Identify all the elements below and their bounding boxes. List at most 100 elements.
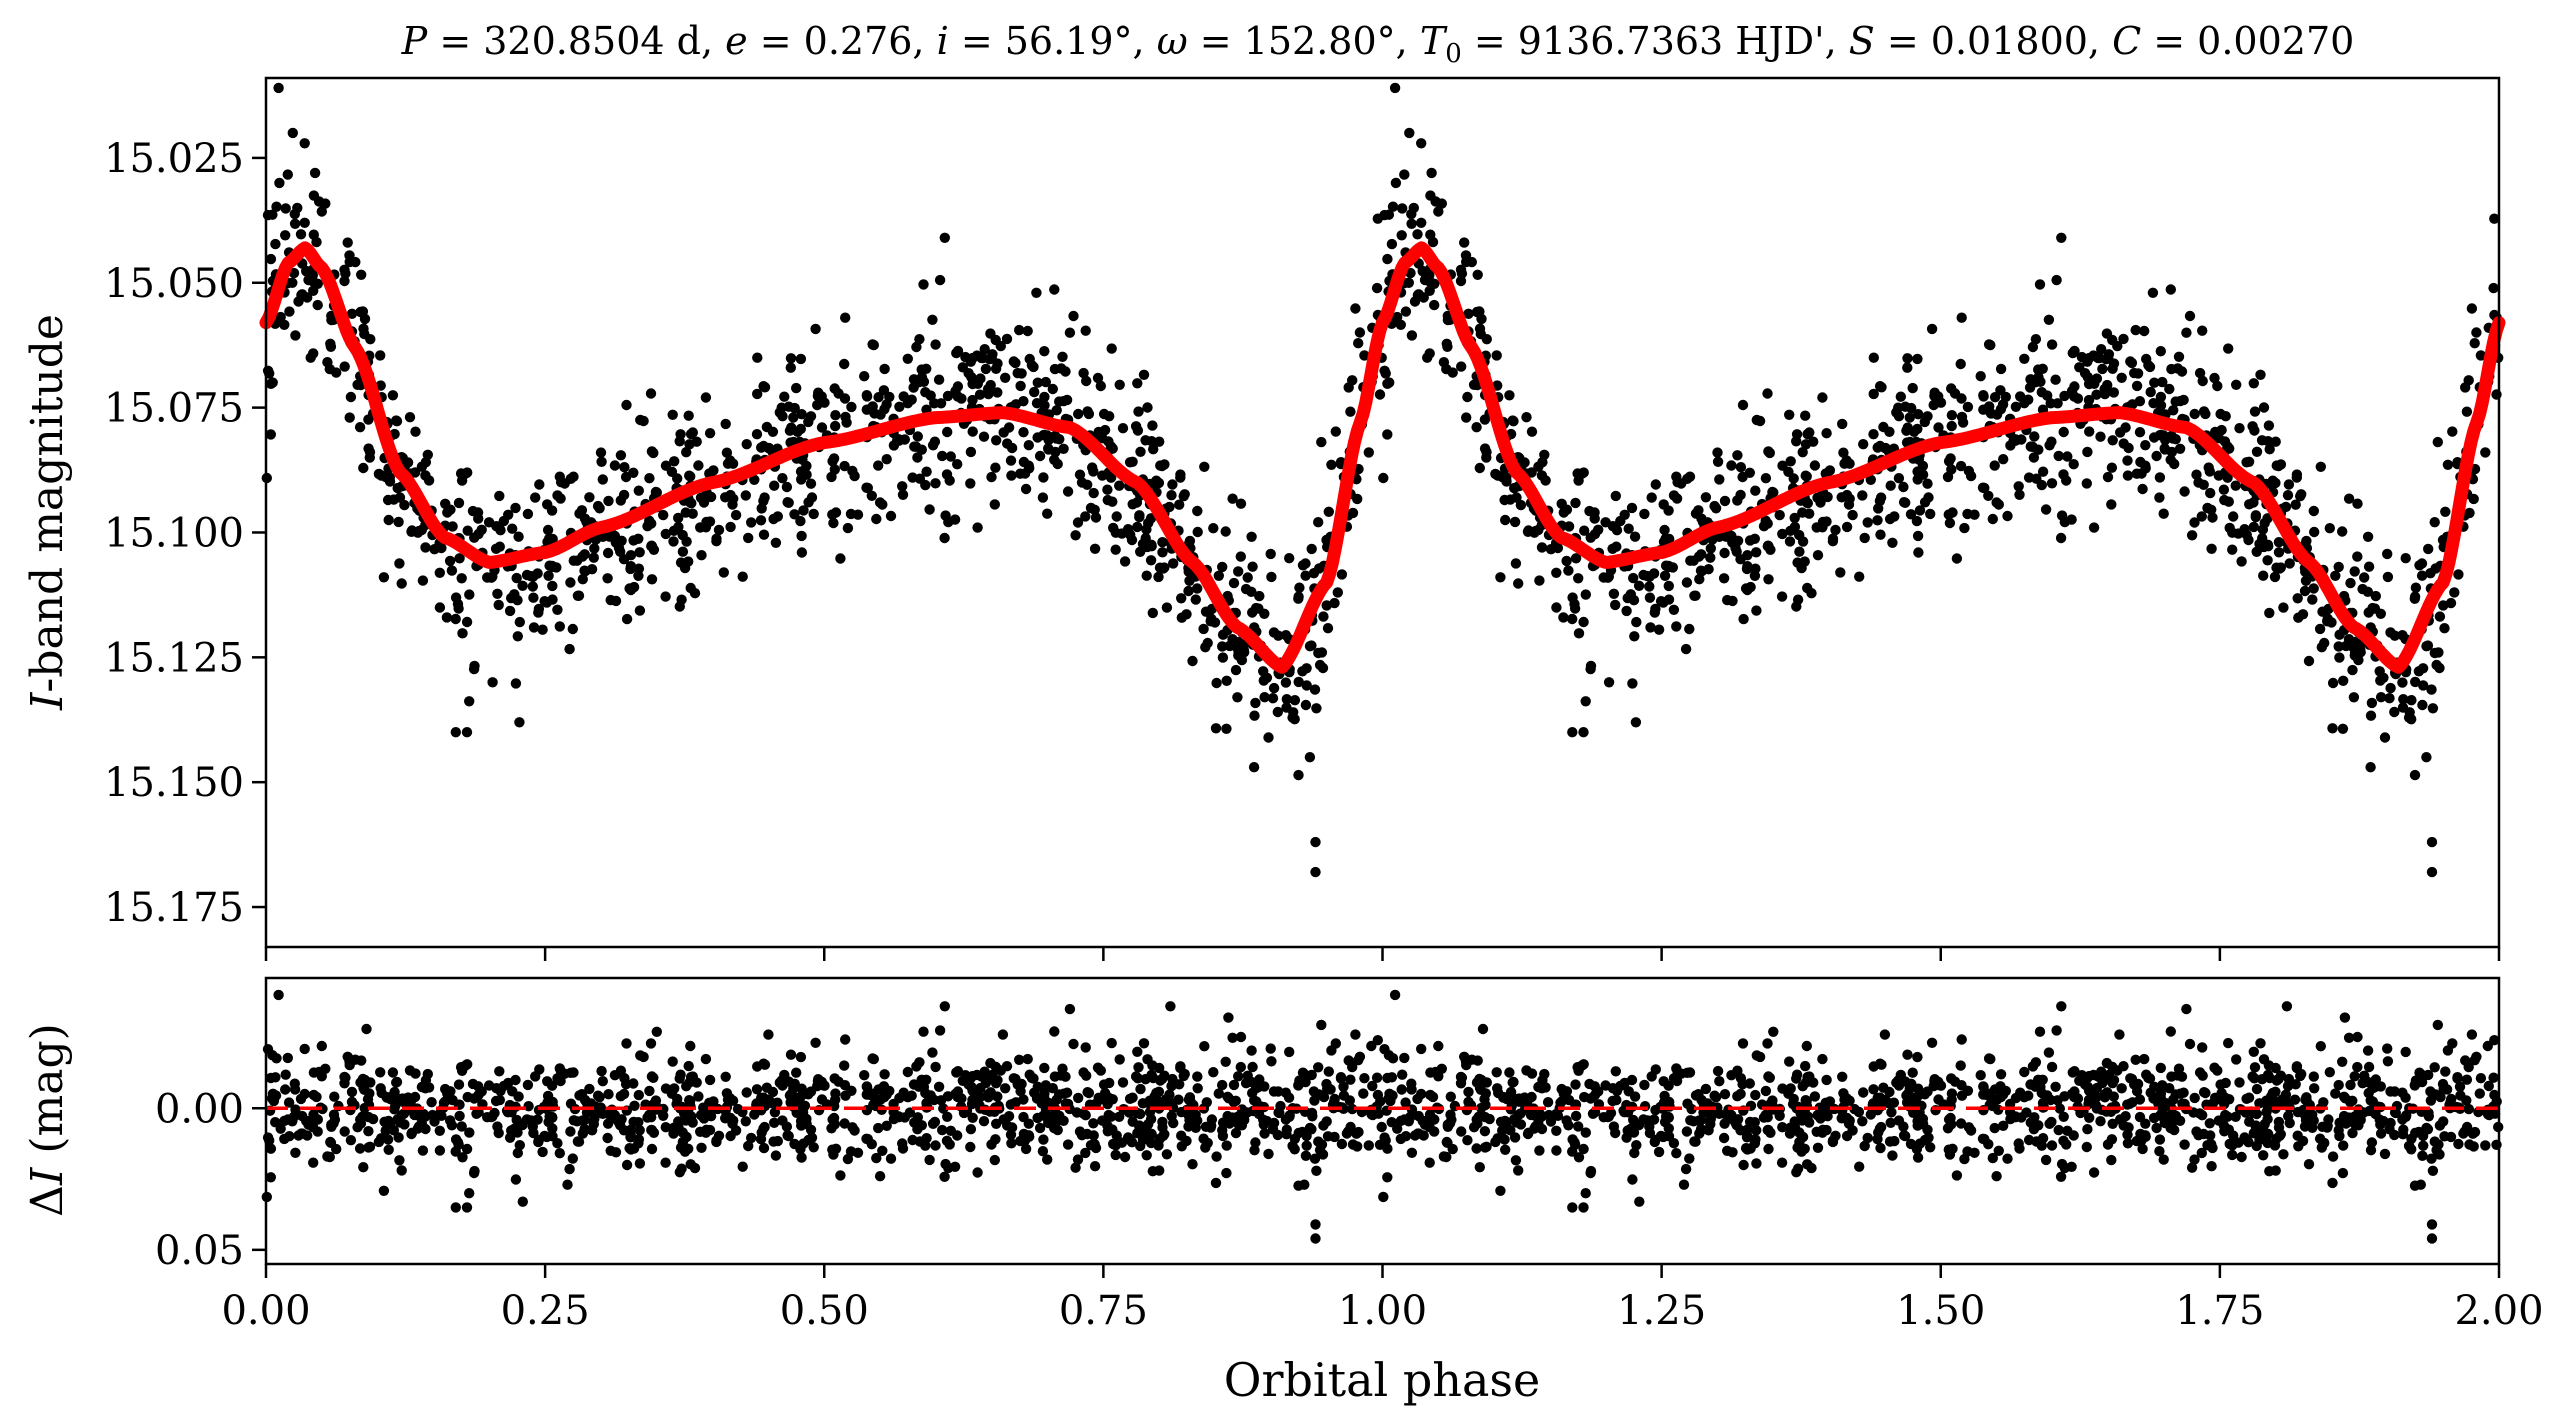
residual-point <box>1138 1038 1150 1049</box>
residual-point <box>1956 1034 1967 1045</box>
data-point <box>615 450 627 461</box>
data-point <box>916 364 927 375</box>
data-point <box>908 382 919 393</box>
residual-point <box>2317 1121 2328 1133</box>
data-point <box>1623 523 1634 534</box>
data-point <box>1345 406 1356 417</box>
residual-point <box>417 1145 429 1156</box>
data-point <box>918 279 929 290</box>
data-point <box>2283 479 2295 490</box>
data-point <box>2179 486 2190 497</box>
data-point <box>1983 490 1994 501</box>
data-point <box>625 561 637 572</box>
residual-point <box>2270 1165 2281 1176</box>
residual-point <box>2355 1113 2366 1124</box>
data-point <box>1029 386 1040 398</box>
data-point <box>2243 456 2255 467</box>
data-point <box>1859 532 1870 544</box>
residual-point <box>1985 1053 1996 1065</box>
data-point <box>681 447 692 458</box>
bottom-ylabel-rest: (mag) <box>22 1023 73 1167</box>
residual-point <box>2174 1115 2186 1127</box>
data-point <box>1751 605 1762 616</box>
data-point <box>457 628 468 639</box>
residual-point <box>2384 1124 2395 1135</box>
data-point <box>1249 710 1260 721</box>
data-point <box>1461 412 1472 423</box>
residual-point <box>2254 1098 2265 1109</box>
residual-point <box>939 1001 950 1012</box>
residual-point <box>2184 1038 2196 1050</box>
data-point <box>1650 479 1662 490</box>
residual-point <box>763 1029 774 1040</box>
title-C-value: = 0.00270 <box>2141 19 2354 63</box>
data-point <box>1052 458 1063 470</box>
data-point <box>783 401 794 412</box>
residual-point <box>686 1111 697 1122</box>
data-point <box>2046 478 2058 489</box>
residual-point <box>1742 1130 1753 1142</box>
residual-point <box>1811 1126 1822 1138</box>
residual-point <box>667 1056 678 1067</box>
data-point <box>2347 664 2358 676</box>
data-point <box>1570 553 1582 564</box>
data-point <box>1353 338 1364 349</box>
residual-point <box>752 1061 763 1072</box>
residual-point <box>2108 1091 2119 1102</box>
data-point <box>1901 425 1912 436</box>
residual-point <box>461 1143 473 1155</box>
residual-point <box>651 1026 662 1038</box>
residual-point <box>772 1097 783 1108</box>
residual-point <box>1156 1073 1168 1085</box>
data-point <box>795 423 806 435</box>
residual-point <box>2454 1081 2466 1093</box>
residual-point <box>1438 1151 1450 1162</box>
data-point <box>660 528 671 540</box>
data-point <box>1304 752 1316 763</box>
data-point <box>1801 497 1813 508</box>
residual-point <box>1382 1172 1393 1183</box>
data-point <box>1507 415 1518 426</box>
data-point <box>2029 431 2040 442</box>
residual-point <box>2141 1069 2152 1080</box>
data-point <box>829 464 840 475</box>
data-point <box>927 314 938 325</box>
data-point <box>1211 677 1222 689</box>
bottom-ylabel-symbol: I <box>22 1166 73 1186</box>
data-point <box>1418 292 1429 303</box>
data-point <box>2159 444 2171 455</box>
data-point <box>2308 505 2319 517</box>
data-point <box>1058 395 1070 407</box>
data-point <box>2445 597 2457 609</box>
residual-point <box>510 1074 521 1086</box>
residual-point <box>1500 1144 1511 1156</box>
residual-point <box>1418 1130 1429 1141</box>
data-point <box>1167 479 1178 490</box>
data-point <box>777 411 788 422</box>
data-point <box>651 487 662 498</box>
data-point <box>1875 529 1886 540</box>
data-point <box>450 613 461 625</box>
data-point <box>1563 565 1574 576</box>
residual-point <box>1926 1037 1938 1049</box>
residual-point <box>1389 989 1401 1001</box>
residual-point <box>1875 1142 1886 1154</box>
residual-point <box>2370 1074 2381 1085</box>
data-point <box>2352 551 2363 562</box>
residual-point <box>450 1202 461 1213</box>
data-point <box>803 497 814 508</box>
data-point <box>1246 586 1257 597</box>
residual-point <box>2194 1067 2206 1078</box>
data-point <box>1792 594 1804 605</box>
data-point <box>1192 505 1203 517</box>
data-point <box>2234 423 2245 434</box>
residual-point <box>322 1151 333 1162</box>
data-point <box>796 547 808 558</box>
data-point <box>1090 512 1102 523</box>
bottom-y-ticks: 0.000.05 <box>155 1086 266 1274</box>
data-point <box>1700 492 1712 503</box>
data-point <box>1210 723 1222 734</box>
residual-point <box>471 1108 482 1120</box>
data-point <box>1777 528 1788 540</box>
residual-point <box>992 1091 1003 1102</box>
